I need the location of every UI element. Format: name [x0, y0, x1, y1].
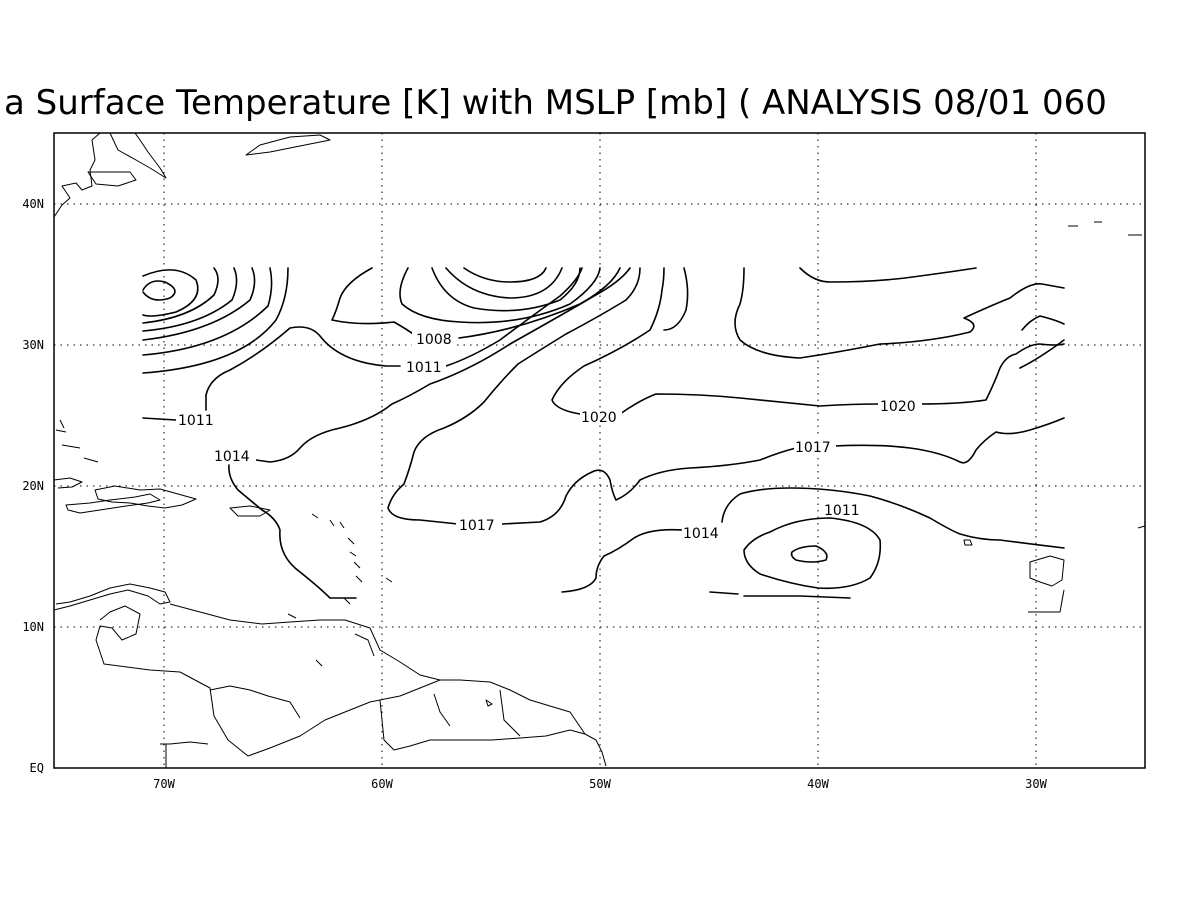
contour-label: 1011 [402, 358, 446, 376]
contour-label: 1011 [176, 411, 218, 429]
x-axis-labels: 70W 60W 50W 40W 30W [153, 777, 1047, 791]
contour-label: 1014 [212, 447, 256, 465]
y-tick-label: 20N [22, 479, 44, 493]
svg-text:1011: 1011 [824, 503, 860, 519]
svg-text:1014: 1014 [683, 526, 719, 542]
svg-text:1020: 1020 [581, 410, 617, 426]
x-tick-label: 50W [589, 777, 611, 791]
svg-text:1020: 1020 [880, 399, 916, 415]
x-tick-label: 40W [807, 777, 829, 791]
svg-text:1011: 1011 [406, 360, 442, 376]
x-tick-label: 30W [1025, 777, 1047, 791]
y-tick-label: 40N [22, 197, 44, 211]
x-tick-label: 70W [153, 777, 175, 791]
svg-text:1017: 1017 [459, 518, 495, 534]
y-tick-label: 30N [22, 338, 44, 352]
contour-label: 1020 [878, 397, 922, 415]
svg-text:1017: 1017 [795, 440, 831, 456]
contour-label: 1017 [456, 516, 502, 534]
contour-labels: 1008 1011 1011 1014 1020 1020 1017 1017 [176, 330, 922, 542]
contour-label: 1017 [794, 438, 836, 456]
contour-label: 1011 [822, 501, 866, 519]
contour-label: 1014 [682, 524, 724, 542]
y-tick-label: 10N [22, 620, 44, 634]
svg-text:1011: 1011 [178, 413, 214, 429]
y-axis-labels: EQ 10N 20N 30N 40N [22, 197, 44, 775]
y-tick-label: EQ [30, 761, 44, 775]
mslp-contours [143, 268, 1064, 598]
contour-label: 1008 [412, 330, 456, 348]
svg-text:1008: 1008 [416, 332, 452, 348]
svg-text:1014: 1014 [214, 449, 250, 465]
x-tick-label: 60W [371, 777, 393, 791]
contour-label: 1020 [580, 408, 622, 426]
map-title: a Surface Temperature [K] with MSLP [mb]… [4, 83, 1107, 123]
